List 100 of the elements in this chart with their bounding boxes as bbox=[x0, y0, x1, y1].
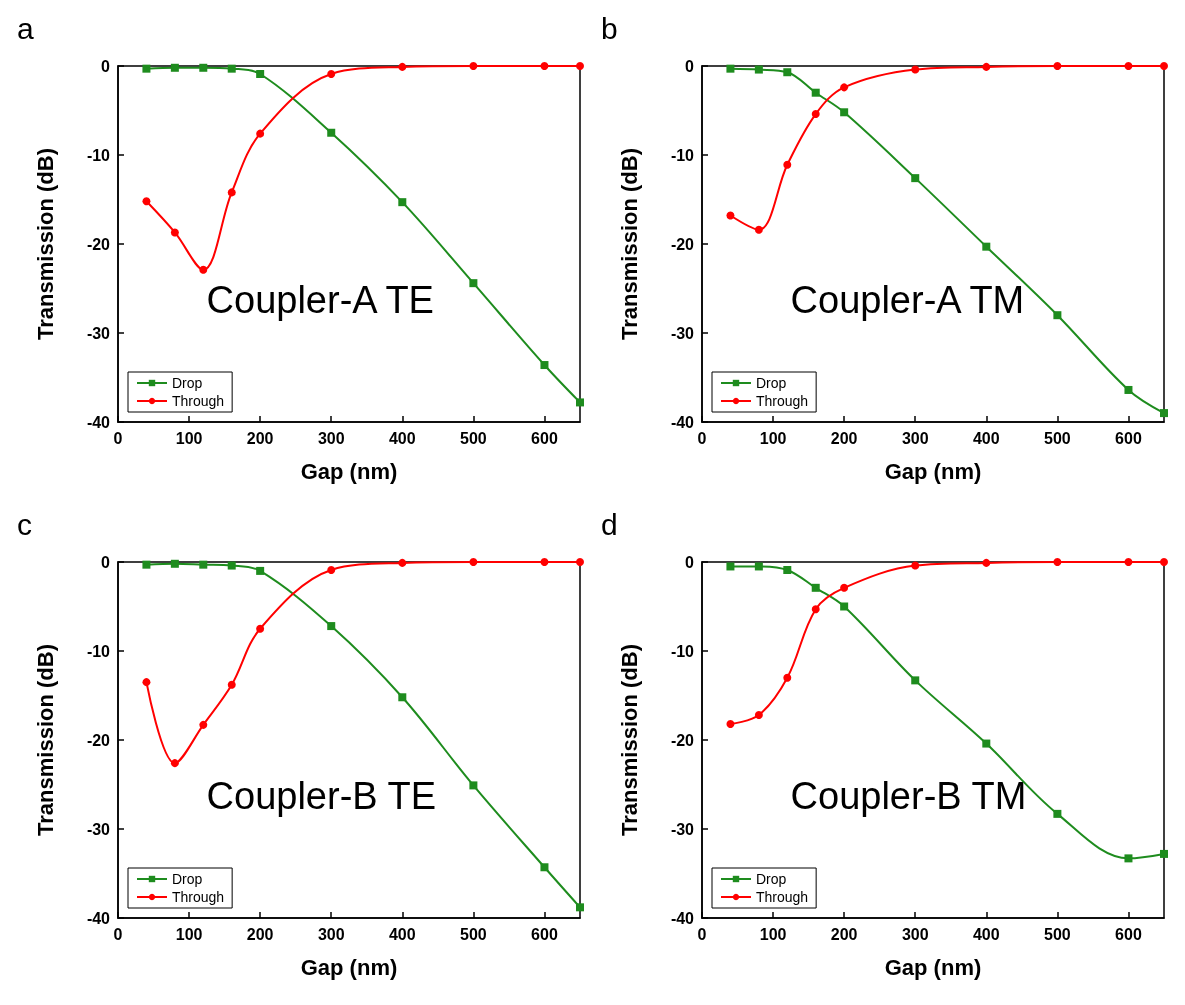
point bbox=[1160, 62, 1168, 70]
y-axis-title: Transmission (dB) bbox=[616, 644, 642, 836]
point bbox=[1160, 409, 1168, 418]
point bbox=[327, 622, 336, 631]
legend-label: Through bbox=[172, 889, 225, 905]
point bbox=[1124, 558, 1133, 566]
point bbox=[576, 558, 584, 566]
chart-title: c bbox=[17, 507, 32, 541]
y-tick-label: -10 bbox=[86, 642, 111, 660]
y-tick-label: -40 bbox=[670, 909, 695, 927]
point bbox=[540, 863, 549, 872]
x-tick-label: 500 bbox=[460, 429, 487, 447]
y-tick-label: -40 bbox=[670, 413, 695, 431]
point bbox=[726, 562, 735, 571]
point bbox=[783, 68, 792, 77]
chart-title: a bbox=[17, 11, 34, 45]
x-axis-title: Gap (nm) bbox=[884, 954, 982, 980]
point bbox=[199, 720, 208, 729]
x-tick-label: 500 bbox=[1044, 925, 1071, 943]
x-tick-label: 400 bbox=[972, 429, 1000, 447]
x-tick-label: 600 bbox=[1115, 925, 1142, 943]
x-tick-label: 500 bbox=[1044, 429, 1071, 447]
point bbox=[199, 560, 208, 569]
point bbox=[1124, 385, 1133, 394]
x-tick-label: 300 bbox=[317, 429, 345, 447]
legend-label: Drop bbox=[172, 871, 203, 887]
x-tick-label: 400 bbox=[388, 429, 416, 447]
point bbox=[811, 110, 820, 119]
point bbox=[327, 128, 336, 137]
point bbox=[982, 558, 991, 567]
point bbox=[754, 562, 763, 571]
y-axis-title: Transmission (dB) bbox=[32, 148, 58, 340]
point bbox=[1053, 809, 1062, 818]
point bbox=[398, 558, 407, 567]
point bbox=[256, 70, 265, 79]
x-tick-label: 0 bbox=[697, 925, 707, 943]
point bbox=[576, 903, 584, 912]
x-tick-label: 400 bbox=[388, 925, 416, 943]
point bbox=[227, 188, 236, 197]
point bbox=[576, 398, 584, 407]
annotation: Coupler-A TE bbox=[206, 278, 434, 321]
annotation: Coupler-B TE bbox=[206, 774, 437, 817]
x-axis-title: Gap (nm) bbox=[884, 458, 982, 484]
y-tick-label: -30 bbox=[670, 324, 695, 342]
point bbox=[811, 88, 820, 97]
x-tick-label: 300 bbox=[317, 925, 345, 943]
legend-label: Drop bbox=[756, 871, 787, 887]
y-tick-label: -20 bbox=[86, 235, 111, 253]
x-tick-label: 200 bbox=[830, 429, 858, 447]
legend-label: Through bbox=[756, 393, 809, 409]
point bbox=[398, 62, 407, 71]
y-tick-label: -10 bbox=[670, 146, 695, 164]
x-tick-label: 100 bbox=[759, 925, 787, 943]
point bbox=[811, 583, 820, 592]
point bbox=[1160, 558, 1168, 566]
point bbox=[170, 63, 179, 72]
point bbox=[754, 711, 763, 720]
legend-label: Drop bbox=[756, 375, 787, 391]
x-tick-label: 300 bbox=[901, 925, 929, 943]
x-tick-label: 100 bbox=[175, 429, 203, 447]
x-tick-label: 500 bbox=[460, 925, 487, 943]
point bbox=[199, 63, 208, 72]
y-tick-label: -40 bbox=[86, 413, 111, 431]
point bbox=[576, 62, 584, 70]
y-tick-label: -40 bbox=[86, 909, 111, 927]
y-tick-label: 0 bbox=[685, 57, 695, 75]
x-axis-title: Gap (nm) bbox=[300, 458, 398, 484]
point bbox=[840, 108, 849, 117]
point bbox=[1053, 558, 1062, 566]
point bbox=[256, 624, 265, 633]
y-tick-label: -30 bbox=[86, 324, 111, 342]
x-tick-label: 0 bbox=[697, 429, 707, 447]
point bbox=[811, 605, 820, 614]
point bbox=[256, 129, 265, 138]
y-tick-label: -30 bbox=[86, 820, 111, 838]
x-tick-label: 600 bbox=[1115, 429, 1142, 447]
point bbox=[327, 566, 336, 575]
y-tick-label: -20 bbox=[670, 235, 695, 253]
point bbox=[540, 361, 549, 370]
point bbox=[1053, 311, 1062, 320]
point bbox=[911, 174, 920, 183]
point bbox=[170, 559, 179, 568]
point bbox=[911, 676, 920, 685]
x-tick-label: 200 bbox=[246, 925, 274, 943]
point bbox=[142, 678, 151, 687]
x-tick-label: 300 bbox=[901, 429, 929, 447]
point bbox=[783, 566, 792, 575]
point bbox=[199, 265, 208, 274]
point bbox=[227, 64, 236, 73]
x-axis-title: Gap (nm) bbox=[300, 954, 398, 980]
point bbox=[982, 242, 991, 251]
point bbox=[142, 64, 151, 73]
x-tick-label: 200 bbox=[246, 429, 274, 447]
point bbox=[227, 680, 236, 689]
x-tick-label: 200 bbox=[830, 925, 858, 943]
point bbox=[227, 561, 236, 570]
x-tick-label: 100 bbox=[759, 429, 787, 447]
point bbox=[469, 558, 478, 566]
y-tick-label: -20 bbox=[670, 731, 695, 749]
x-tick-label: 400 bbox=[972, 925, 1000, 943]
